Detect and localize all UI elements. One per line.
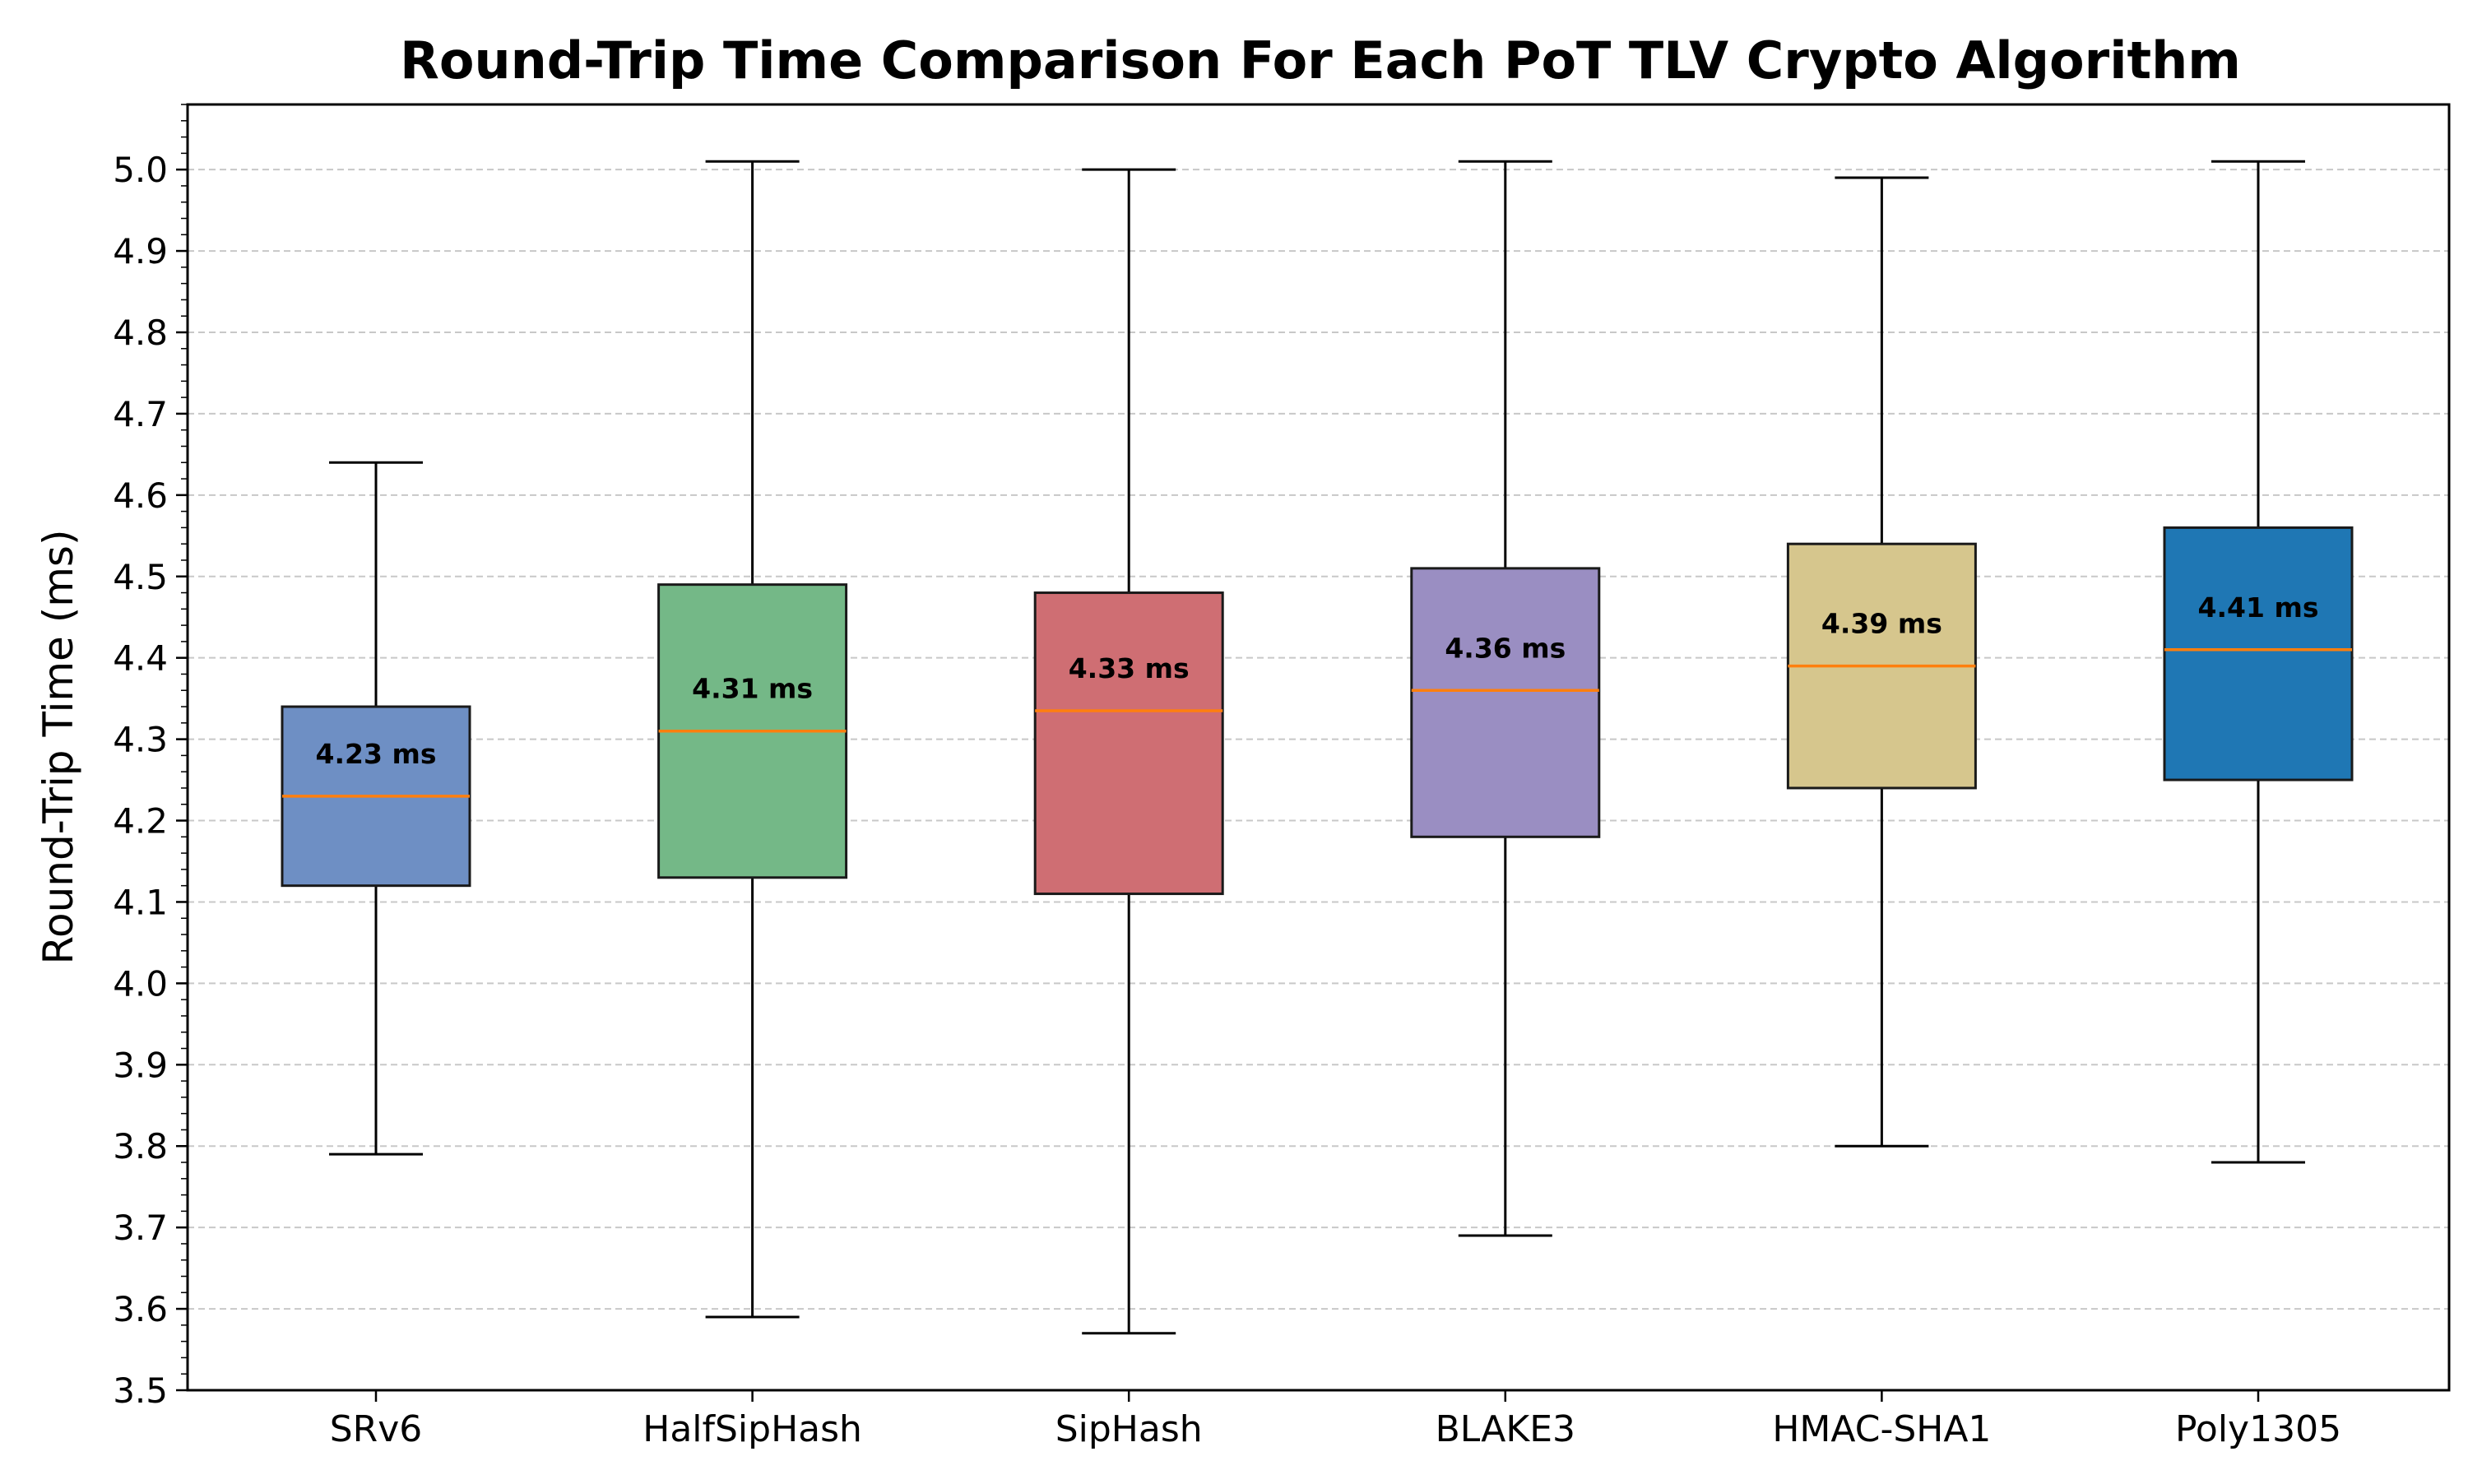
x-tick-label: Poly1305 — [2175, 1408, 2341, 1450]
y-tick-label: 3.6 — [113, 1289, 168, 1329]
iqr-box — [1410, 567, 1601, 838]
y-tick-label: 4.1 — [113, 882, 168, 922]
x-tick-label: BLAKE3 — [1436, 1408, 1575, 1450]
y-tick-label: 4.3 — [113, 720, 168, 760]
y-tick-label: 3.5 — [113, 1370, 168, 1411]
y-tick-label: 3.9 — [113, 1045, 168, 1085]
y-axis-label: Round-Trip Time (ms) — [35, 530, 82, 965]
median-label: 4.41 ms — [2198, 591, 2319, 624]
median-label: 4.31 ms — [692, 673, 813, 705]
iqr-box — [1033, 591, 1224, 896]
box-halfsiphash: 4.31 ms — [657, 160, 848, 1319]
y-tick-label: 4.6 — [113, 475, 168, 516]
y-tick-label: 4.0 — [113, 963, 168, 1004]
grid-lines — [188, 169, 2449, 1310]
x-tick-label: HMAC-SHA1 — [1772, 1408, 1991, 1450]
y-tick-label: 3.8 — [113, 1126, 168, 1166]
y-tick-label: 4.5 — [113, 557, 168, 597]
y-tick-label: 4.7 — [113, 394, 168, 434]
plot-frame — [186, 103, 2451, 1392]
boxes: 4.23 ms 4.31 ms 4.33 ms 4.36 ms 4.39 ms 4.41 … — [281, 160, 2354, 1335]
box-srv6: 4.23 ms — [281, 461, 471, 1156]
y-tick-label: 5.0 — [113, 150, 168, 190]
iqr-box — [2163, 526, 2354, 781]
x-tick-label: SipHash — [1055, 1408, 1203, 1450]
y-tick-label: 4.2 — [113, 801, 168, 842]
median-label: 4.23 ms — [316, 738, 437, 770]
y-tick-label: 4.9 — [113, 231, 168, 271]
y-tick-label: 4.4 — [113, 638, 168, 679]
x-tick-label: HalfSipHash — [643, 1408, 862, 1450]
chart-title: Round-Trip Time Comparison For Each PoT … — [400, 30, 2241, 90]
box-siphash: 4.33 ms — [1033, 168, 1224, 1335]
box-hmac-sha1: 4.39 ms — [1786, 176, 1977, 1148]
y-axis: 3.5 3.6 3.7 3.8 3.9 4.0 4.1 4.2 4.3 4.4 4.5 4.6 4.7 4… — [113, 104, 188, 1411]
box-poly1305: 4.41 ms — [2163, 160, 2354, 1164]
x-axis: SRv6 HalfSipHash SipHash BLAKE3 HMAC-SHA1 Pol… — [330, 1390, 2341, 1450]
y-tick-label: 3.7 — [113, 1208, 168, 1248]
x-tick-label: SRv6 — [330, 1408, 423, 1450]
median-label: 4.39 ms — [1821, 608, 1942, 640]
y-tick-label: 4.8 — [113, 313, 168, 353]
median-label: 4.33 ms — [1069, 652, 1190, 684]
median-label: 4.36 ms — [1445, 632, 1566, 664]
box-blake3: 4.36 ms — [1410, 160, 1601, 1237]
